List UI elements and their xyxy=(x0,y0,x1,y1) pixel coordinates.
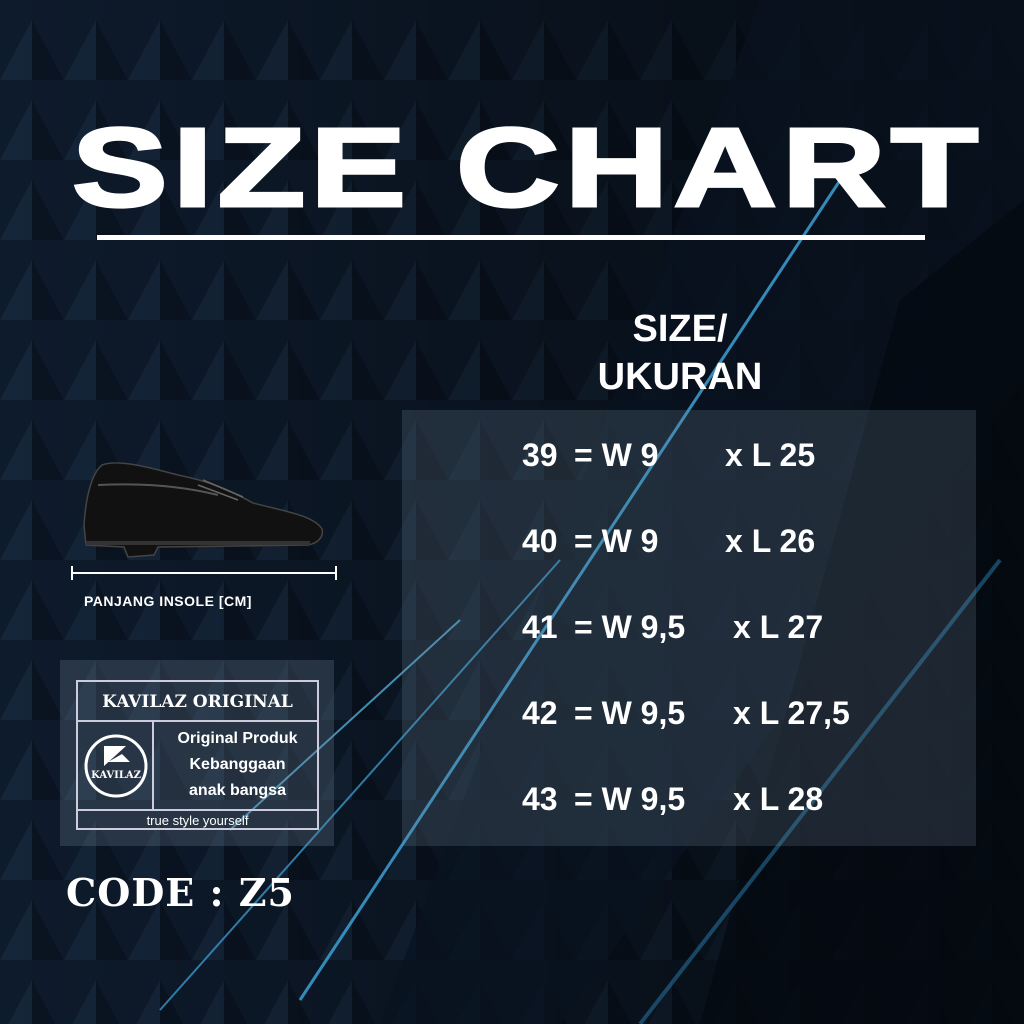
size-value: 43 xyxy=(522,781,558,817)
brand-tagline: true style yourself xyxy=(78,809,317,830)
width-value: = W 9,5 xyxy=(574,695,686,731)
length-value: x L 27,5 xyxy=(733,695,850,731)
width-value: = W 9,5 xyxy=(574,609,686,645)
length-value: x L 28 xyxy=(733,781,824,817)
length-value: x L 26 xyxy=(725,523,816,559)
size-table-panel xyxy=(402,410,976,846)
brand-line: Original Produk xyxy=(177,730,298,747)
length-value: x L 25 xyxy=(725,437,816,473)
brand-line: Kebanggaan xyxy=(189,756,286,773)
insole-label: PANJANG INSOLE [CM] xyxy=(84,593,252,609)
insole-measure-line xyxy=(71,566,337,580)
width-value: = W 9 xyxy=(574,523,659,559)
page-title: SIZE CHART xyxy=(70,105,984,230)
brand-badge: KAVILAZ ORIGINAL KAVILAZ Original Produk… xyxy=(60,660,334,846)
brand-title: KAVILAZ ORIGINAL xyxy=(78,682,317,722)
size-heading: SIZE/ UKURAN xyxy=(560,305,800,401)
title-underline xyxy=(97,235,925,240)
size-heading-line1: SIZE/ xyxy=(632,308,728,350)
size-value: 42 xyxy=(522,695,558,731)
length-value: x L 27 xyxy=(733,609,824,645)
width-value: = W 9 xyxy=(574,437,659,473)
size-value: 41 xyxy=(522,609,558,645)
brand-text: Original Produk Kebanggaan anak bangsa xyxy=(156,726,319,804)
width-value: = W 9,5 xyxy=(574,781,686,817)
size-heading-line2: UKURAN xyxy=(597,356,763,398)
logo-text: KAVILAZ xyxy=(91,770,141,781)
product-code: CODE : Z5 xyxy=(66,870,295,915)
brand-logo: KAVILAZ xyxy=(78,722,154,809)
size-value: 40 xyxy=(522,523,558,559)
brand-line: anak bangsa xyxy=(189,782,286,799)
kavilaz-logo-icon xyxy=(84,734,148,798)
shoe-image xyxy=(83,462,324,558)
size-value: 39 xyxy=(522,437,558,473)
